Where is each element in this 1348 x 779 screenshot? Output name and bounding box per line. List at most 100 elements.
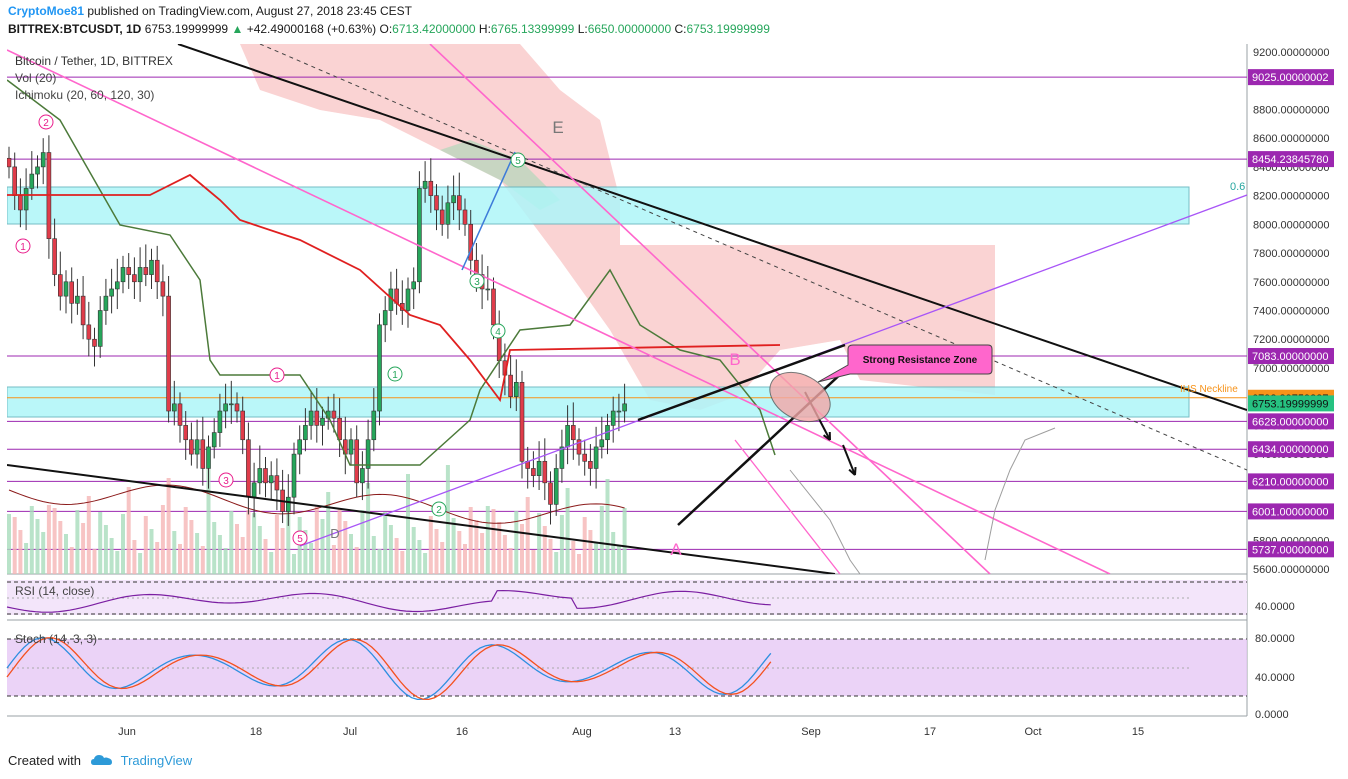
volume-bar (480, 533, 485, 574)
wave-d-label: D (330, 526, 339, 541)
volume-bar (206, 469, 211, 574)
tradingview-cloud-icon (90, 755, 112, 765)
volume-bar (149, 529, 154, 574)
candle (229, 403, 234, 406)
volume-bar (423, 553, 428, 574)
time-tick-label: 15 (1132, 726, 1144, 738)
wave-marker-green-2-text: 2 (436, 505, 442, 516)
volume-legend: Vol (20) (15, 71, 57, 85)
wave-marker-1b-text: 1 (274, 371, 280, 382)
stoch-k-line (6, 637, 772, 701)
candle (115, 281, 120, 290)
candle (314, 410, 320, 426)
candle (382, 310, 388, 326)
candle (610, 410, 616, 426)
high-value: 6765.13399999 (490, 22, 575, 36)
projection-path (789, 469, 861, 574)
wedge-upper (637, 343, 846, 422)
up-arrow-icon: ▲ (231, 22, 244, 36)
wave-marker-1-text: 1 (20, 242, 26, 253)
candle (206, 446, 211, 469)
resistance-ellipse (769, 371, 831, 423)
price-badge-label: 6434.00000000 (1252, 444, 1328, 456)
volume-bar (195, 533, 200, 574)
candle (120, 267, 126, 283)
candle (200, 439, 206, 469)
volume-bar (257, 526, 262, 574)
candle (172, 403, 177, 412)
candle (7, 157, 12, 168)
price-badge-bg (1248, 441, 1334, 458)
candle (143, 267, 149, 275)
volume-bar (235, 524, 239, 574)
stoch-tick-label: 80.0000 (1255, 633, 1295, 645)
low-value: 6650.00000000 (587, 22, 672, 36)
candle (234, 403, 240, 412)
author-link[interactable]: CryptoMoe81 (8, 4, 85, 18)
volume-bar (35, 519, 40, 574)
close-value: 6753.19999999 (686, 22, 770, 36)
volume-ma-line (8, 484, 625, 524)
candle (456, 195, 462, 211)
volume-bar (371, 536, 376, 574)
candle (559, 446, 565, 469)
volume-bar (605, 479, 610, 574)
volume-bar (121, 514, 125, 574)
candle (576, 439, 582, 455)
price-badge-bg (1248, 413, 1334, 430)
volume-bar (514, 511, 519, 574)
volume-bar (7, 514, 11, 574)
volume-bar (263, 539, 268, 574)
candle (451, 195, 456, 204)
volume-bar (132, 540, 137, 574)
volume-bar (223, 548, 228, 574)
time-tick-label: Aug (572, 726, 592, 738)
candle (536, 460, 542, 476)
candle (365, 439, 371, 469)
wave-marker-green-5-text: 5 (515, 156, 521, 167)
time-tick-label: 17 (924, 726, 936, 738)
volume-bar (143, 516, 148, 574)
candle (263, 468, 268, 484)
volume-bar (292, 554, 296, 574)
callout-bubble (817, 344, 993, 383)
volume-bar (337, 508, 342, 574)
price-tick-label: 8000.00000000 (1253, 219, 1329, 231)
wave-marker-1 (15, 238, 31, 254)
volume-bar (155, 542, 160, 574)
volume-bar (468, 507, 473, 574)
wave-marker-5 (292, 530, 308, 546)
time-tick-label: 13 (669, 726, 681, 738)
candle (565, 425, 570, 448)
candle (223, 403, 228, 412)
price-tick-label: 7200.00000000 (1253, 334, 1329, 346)
volume-bar (246, 510, 251, 574)
wave-marker-green-3 (469, 273, 485, 289)
candle (411, 281, 417, 290)
trendline-lower (7, 464, 836, 574)
candle (616, 410, 622, 413)
volume-bar (457, 531, 462, 574)
volume-bar (622, 508, 627, 574)
impulse-line (461, 151, 516, 271)
volume-bar (160, 505, 165, 574)
footer: Created with TradingView (8, 753, 192, 768)
tradingview-link[interactable]: TradingView (120, 753, 193, 768)
published-text: published on TradingView.com, August 27,… (84, 4, 413, 18)
volume-bar (428, 516, 433, 574)
candle (320, 417, 325, 426)
candle (251, 482, 257, 498)
candle (291, 453, 297, 498)
change-value: +42.49000168 (+0.63%) (246, 22, 377, 36)
volume-bar (46, 505, 51, 574)
volume-bar (366, 483, 371, 574)
stoch-legend: Stoch (14, 3, 3) (15, 632, 98, 646)
price-tick-label: 8600.00000000 (1253, 133, 1329, 145)
candle (126, 267, 131, 275)
price-badge-bg (1248, 473, 1334, 490)
volume-bar (565, 488, 570, 574)
candle (405, 288, 411, 311)
price-axis-badge: 8454.23845780 (1248, 151, 1334, 168)
price-axis-badge: 7083.00000000 (1248, 348, 1334, 365)
